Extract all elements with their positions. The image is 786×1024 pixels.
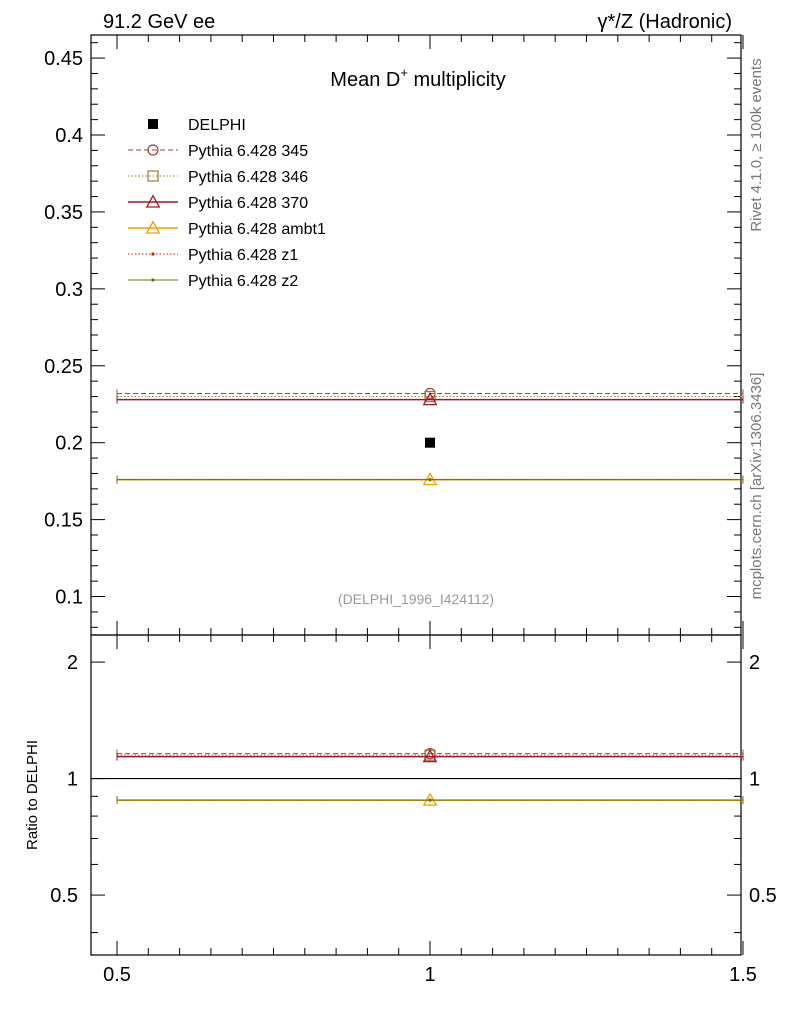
x-tick-label: 1.5 [729, 964, 757, 986]
legend-label: Pythia 6.428 370 [188, 195, 308, 212]
legend-marker-delphi [148, 119, 158, 129]
legend-marker [145, 220, 161, 234]
mcplots-label: mcplots.cern.ch [arXiv:1306.3436] [748, 373, 765, 600]
legend-marker [145, 194, 161, 208]
legend-label-delphi: DELPHI [188, 117, 246, 134]
series-marker-main [424, 390, 436, 403]
legend-label: Pythia 6.428 z2 [188, 273, 298, 290]
chart-title: Mean D+ multiplicity [330, 65, 505, 91]
ratio-series [91, 748, 744, 806]
chart-title-main: Mean D [330, 69, 400, 91]
y-tick-label: 0.1 [55, 587, 83, 609]
series-marker-main [422, 472, 438, 486]
ratio-tick-label-right: 0.5 [749, 885, 777, 907]
x-tick-label: 0.5 [103, 964, 131, 986]
y-tick-label: 0.45 [44, 48, 83, 70]
legend-label: Pythia 6.428 346 [188, 169, 308, 186]
ratio-tick-label-left: 2 [67, 652, 78, 674]
series-marker-ratio [428, 798, 432, 802]
chart-title-sup: + [400, 65, 408, 80]
tick-labels: 0.5 1 1.5 0.1 0.15 0.2 0.25 0.3 0.35 0.4 0.45 0.5 0.… [44, 48, 777, 986]
legend-marker [147, 144, 159, 156]
analysis-id: (DELPHI_1996_I424112) [338, 591, 494, 607]
header-right: γ*/Z (Hadronic) [598, 11, 732, 33]
chart-title-rest: multiplicity [408, 69, 506, 91]
legend-label: Pythia 6.428 ambt1 [188, 221, 326, 238]
legend-marker [151, 252, 155, 256]
ratio-tick-label-right: 1 [749, 769, 760, 791]
legend: DELPHI Pythia 6.428 345 Pythia 6.428 346 P… [128, 117, 326, 290]
y-tick-label: 0.35 [44, 202, 83, 224]
mc-series [116, 387, 744, 486]
legend-label: Pythia 6.428 345 [188, 143, 308, 160]
ratio-tick-label-right: 2 [749, 652, 760, 674]
y-tick-label: 0.25 [44, 356, 83, 378]
axis-ticks [91, 35, 744, 955]
y-tick-label: 0.4 [55, 125, 83, 147]
legend-marker [147, 170, 159, 182]
ratio-plot-frame [90, 634, 742, 956]
ratio-tick-label-left: 0.5 [50, 885, 78, 907]
ratio-tick-label-left: 1 [67, 769, 78, 791]
series-marker-ratio [422, 748, 438, 763]
delphi-data-point [425, 437, 435, 448]
y-tick-label: 0.2 [55, 433, 83, 455]
rivet-label: Rivet 4.1.0, ≥ 100k events [748, 58, 765, 231]
legend-label: Pythia 6.428 z1 [188, 247, 298, 264]
series-marker-main [422, 392, 438, 406]
x-tick-label: 1 [424, 964, 435, 986]
legend-marker [151, 278, 155, 282]
ratio-ylabel: Ratio to DELPHI [24, 740, 41, 850]
series-marker-ratio [422, 792, 438, 806]
header-left: 91.2 GeV ee [103, 11, 215, 33]
y-tick-label: 0.3 [55, 279, 83, 301]
series-marker-main [428, 478, 432, 482]
y-tick-label: 0.15 [44, 510, 83, 532]
